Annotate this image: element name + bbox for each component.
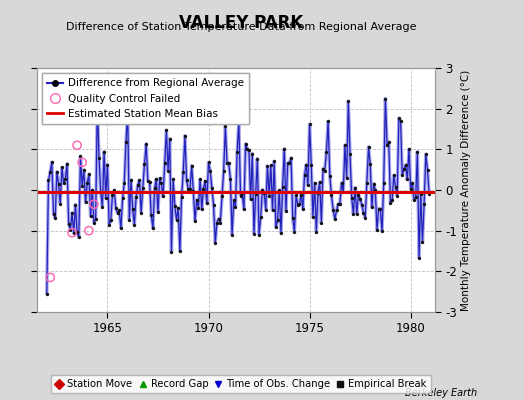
Text: Berkeley Earth: Berkeley Earth bbox=[405, 388, 477, 398]
Legend: Difference from Regional Average, Quality Control Failed, Estimated Station Mean: Difference from Regional Average, Qualit… bbox=[42, 73, 249, 124]
Point bbox=[78, 159, 86, 166]
Text: Difference of Station Temperature Data from Regional Average: Difference of Station Temperature Data f… bbox=[66, 22, 416, 32]
Point bbox=[46, 274, 54, 281]
Point bbox=[68, 230, 77, 236]
Point bbox=[90, 201, 98, 208]
Y-axis label: Monthly Temperature Anomaly Difference (°C): Monthly Temperature Anomaly Difference (… bbox=[461, 69, 472, 311]
Point bbox=[73, 142, 81, 148]
Legend: Station Move, Record Gap, Time of Obs. Change, Empirical Break: Station Move, Record Gap, Time of Obs. C… bbox=[51, 375, 431, 393]
Point bbox=[85, 228, 93, 234]
Text: VALLEY PARK: VALLEY PARK bbox=[179, 14, 303, 32]
